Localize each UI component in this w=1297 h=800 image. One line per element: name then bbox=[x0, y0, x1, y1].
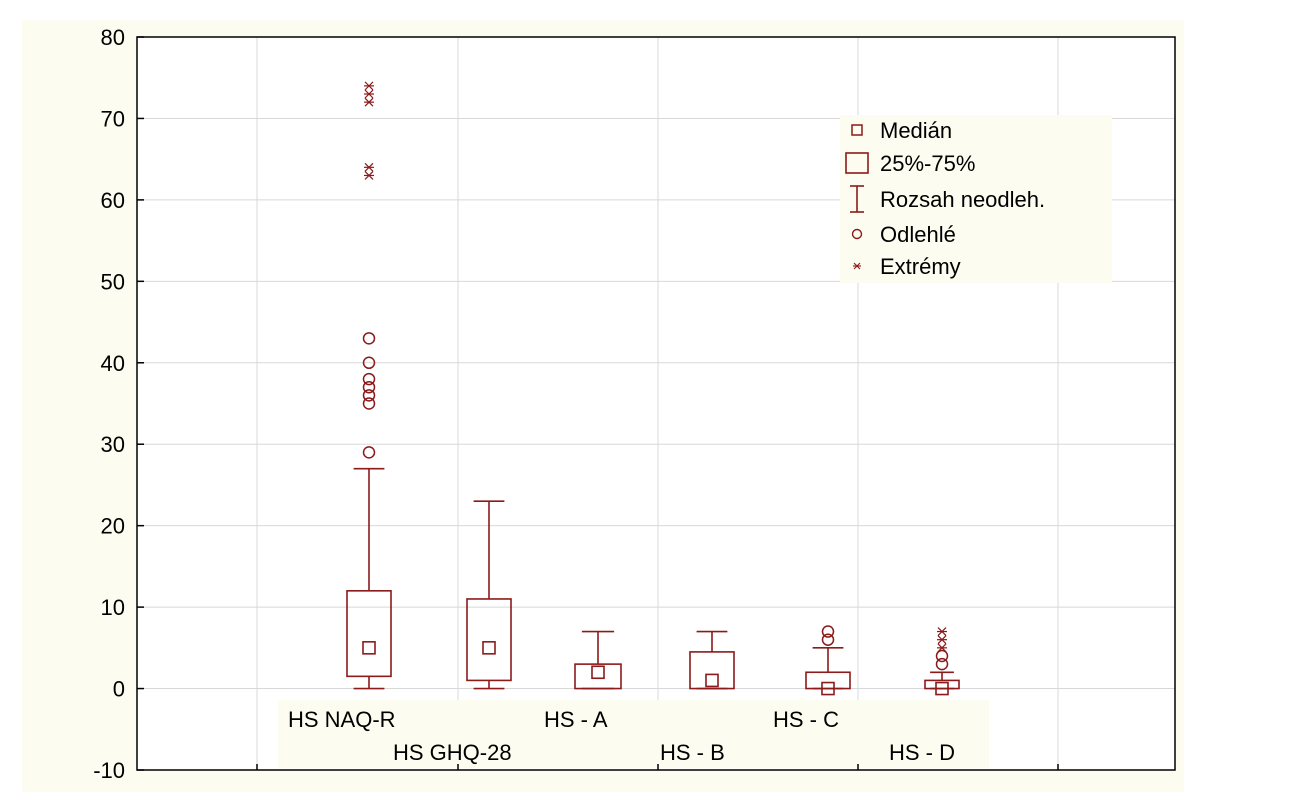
median-marker bbox=[482, 641, 496, 655]
median-marker bbox=[362, 641, 376, 655]
extreme-point bbox=[364, 162, 374, 172]
plot-frame bbox=[136, 36, 1176, 771]
legend-label: Extrémy bbox=[880, 254, 961, 279]
outlier-point bbox=[362, 389, 376, 402]
box-5 bbox=[805, 625, 851, 696]
legend-label: Rozsah neodleh. bbox=[880, 187, 1045, 212]
extreme-point bbox=[364, 97, 374, 107]
y-tick-label: -10 bbox=[93, 758, 125, 783]
legend: Medián 25%-75% Rozsah neodleh. Odlehlé Extré… bbox=[840, 115, 1112, 283]
y-tick-label: 30 bbox=[101, 432, 125, 457]
category-label: HS - C bbox=[773, 707, 839, 732]
iqr-box bbox=[466, 598, 512, 682]
y-tick-label: 10 bbox=[101, 595, 125, 620]
legend-symbol-whisker bbox=[850, 185, 864, 213]
median-marker bbox=[935, 681, 949, 696]
box-6 bbox=[924, 627, 960, 696]
legend-symbol-outlier bbox=[851, 228, 863, 240]
legend-symbol-box bbox=[845, 152, 869, 174]
box-4 bbox=[689, 630, 735, 690]
y-axis: -10 0 10 20 30 40 50 60 70 80 bbox=[93, 25, 1059, 783]
box-2 bbox=[466, 500, 512, 690]
y-tick-label: 50 bbox=[101, 269, 125, 294]
outlier-point bbox=[362, 397, 376, 410]
y-tick-label: 40 bbox=[101, 351, 125, 376]
category-label: HS GHQ-28 bbox=[393, 740, 512, 765]
y-tick-label: 0 bbox=[113, 677, 125, 702]
median-marker bbox=[705, 673, 719, 688]
outlier-point bbox=[362, 372, 376, 386]
box-1 bbox=[346, 81, 392, 690]
iqr-box bbox=[574, 663, 622, 690]
legend-background bbox=[840, 115, 1112, 283]
category-label: HS NAQ-R bbox=[288, 707, 396, 732]
category-label: HS - A bbox=[544, 707, 608, 732]
y-tick-label: 80 bbox=[101, 25, 125, 50]
legend-label: 25%-75% bbox=[880, 151, 975, 176]
extreme-point bbox=[364, 89, 374, 99]
outlier-point bbox=[362, 446, 376, 459]
y-tick-label: 60 bbox=[101, 188, 125, 213]
y-tick-label: 20 bbox=[101, 514, 125, 539]
outlier-point bbox=[935, 657, 949, 671]
category-label: HS - B bbox=[660, 740, 725, 765]
outlier-point bbox=[821, 625, 835, 638]
extreme-point bbox=[937, 627, 947, 636]
outlier-point bbox=[362, 356, 376, 370]
legend-symbol-median bbox=[851, 124, 863, 136]
outlier-point bbox=[362, 332, 376, 345]
iqr-box bbox=[346, 590, 392, 678]
category-label-panel bbox=[278, 700, 989, 768]
outlier-point bbox=[935, 649, 949, 663]
iqr-box bbox=[805, 671, 851, 690]
iqr-box bbox=[689, 651, 735, 690]
outlier-point bbox=[362, 380, 376, 394]
extreme-point bbox=[364, 81, 374, 91]
legend-label: Medián bbox=[880, 118, 952, 143]
grid-lines bbox=[137, 37, 1175, 770]
outlier-point bbox=[821, 633, 835, 646]
extreme-point bbox=[937, 635, 947, 645]
median-marker bbox=[821, 681, 835, 696]
legend-label: Odlehlé bbox=[880, 222, 956, 247]
median-marker bbox=[591, 665, 605, 680]
box-3 bbox=[574, 630, 622, 690]
extreme-point bbox=[364, 171, 374, 180]
y-tick-label: 70 bbox=[101, 106, 125, 131]
extreme-point bbox=[937, 643, 947, 653]
iqr-box bbox=[924, 679, 960, 690]
legend-symbol-extreme bbox=[853, 262, 861, 270]
category-label: HS - D bbox=[889, 740, 955, 765]
